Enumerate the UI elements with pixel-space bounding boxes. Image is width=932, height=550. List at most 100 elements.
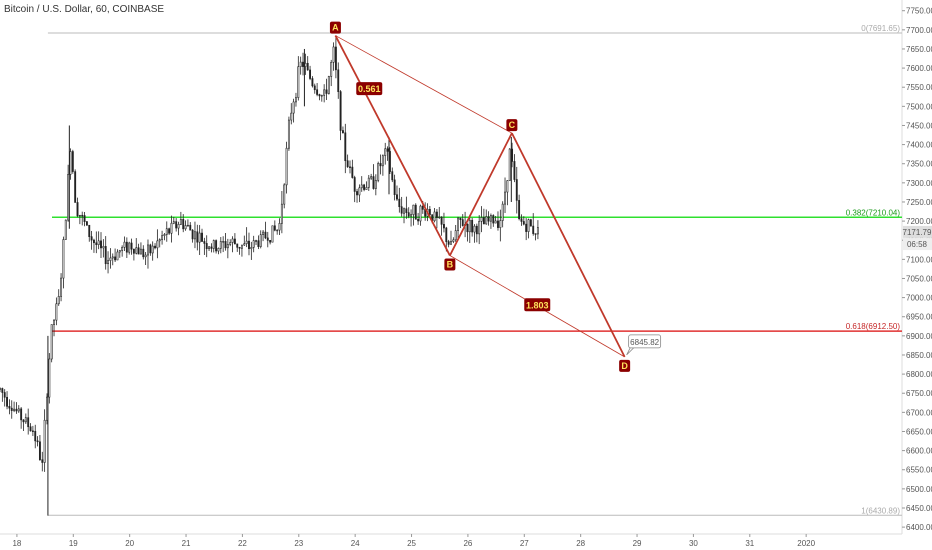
candle-body	[367, 177, 370, 188]
candle-body	[97, 240, 100, 246]
candle-body	[485, 216, 488, 225]
pattern-leg-cd	[511, 132, 626, 358]
candle-body	[457, 217, 459, 231]
candle-body	[1, 388, 4, 393]
ratio-badge	[356, 82, 383, 96]
candle-body	[161, 235, 164, 240]
price-axis-badge	[903, 225, 932, 238]
candle-body	[41, 459, 44, 463]
candle-body	[466, 224, 469, 233]
x-tick-label: 20	[125, 539, 134, 548]
candle-body	[377, 163, 380, 181]
candle-body	[494, 220, 497, 224]
candle-body	[71, 151, 74, 172]
candle-body	[349, 166, 351, 168]
candle-body	[478, 221, 481, 235]
candle-body	[492, 215, 495, 224]
candle-body	[532, 225, 535, 234]
y-tick-label: 7550.00	[906, 83, 932, 92]
candle-body	[203, 241, 206, 244]
pattern-point-label: D	[621, 361, 628, 371]
fib-level-label: 1(6430.89)	[861, 506, 900, 515]
y-tick-label: 7450.00	[906, 121, 932, 130]
candle-body	[259, 234, 262, 247]
candle-body	[151, 245, 154, 254]
candle-body	[508, 148, 511, 181]
candle-body	[269, 240, 272, 243]
candle-body	[428, 208, 431, 215]
target-callout-box	[628, 334, 662, 349]
candle-body	[109, 257, 112, 261]
y-tick-label: 6850.00	[906, 351, 932, 360]
candle-body	[313, 85, 316, 91]
candle-body	[224, 241, 227, 249]
candle-body	[24, 417, 27, 423]
candle-body	[271, 225, 274, 243]
candle-body	[156, 240, 159, 249]
candle-body	[351, 166, 354, 178]
candle-body	[125, 241, 128, 253]
candle-body	[393, 179, 396, 196]
candle-body	[22, 419, 25, 423]
candle-body	[248, 240, 250, 250]
candle-body	[487, 216, 490, 222]
candle-body	[104, 246, 107, 265]
candle-body	[391, 171, 394, 181]
y-tick-label: 6650.00	[906, 427, 932, 436]
x-tick-label: 22	[238, 539, 247, 548]
candle-body	[499, 220, 502, 228]
y-tick-label: 6600.00	[906, 447, 932, 456]
candle-body	[419, 205, 422, 222]
chart-title: Bitcoin / U.S. Dollar, 60, COINBASE	[4, 4, 165, 15]
candle-body	[306, 62, 309, 71]
y-tick-label: 7050.00	[906, 274, 932, 283]
candle-body	[29, 426, 32, 432]
candle-body	[443, 224, 445, 229]
candle-body	[154, 245, 156, 249]
pattern-point-badge	[619, 359, 631, 372]
y-tick-label: 7350.00	[906, 160, 932, 169]
candle-body	[17, 408, 20, 412]
candle-body	[400, 206, 403, 214]
candle-body	[147, 244, 149, 256]
candle-body	[396, 194, 398, 200]
x-tick-label: 21	[182, 539, 191, 548]
candle-body	[13, 408, 16, 411]
candle-body	[165, 228, 168, 235]
candle-body	[8, 406, 11, 409]
candle-body	[186, 224, 189, 227]
pattern-point-label: B	[447, 260, 454, 270]
candle-body	[243, 243, 246, 246]
candle-body	[257, 240, 260, 247]
candle-body	[342, 130, 344, 134]
candle-body	[473, 225, 476, 233]
candle-body	[379, 163, 382, 167]
candle-body	[0, 388, 1, 390]
candle-body	[332, 46, 335, 63]
y-tick-label: 7600.00	[906, 64, 932, 73]
candle-body	[266, 237, 269, 241]
candle-body	[292, 101, 295, 114]
candle-body	[196, 231, 199, 243]
pattern-ratio-ac	[335, 35, 513, 134]
candle-body	[182, 219, 185, 230]
candle-body	[57, 296, 60, 305]
candle-body	[468, 219, 471, 233]
candle-body	[297, 66, 300, 98]
candle-body	[501, 203, 504, 221]
candle-body	[238, 247, 241, 249]
y-tick-label: 6800.00	[906, 370, 932, 379]
candle-body	[513, 161, 516, 180]
y-tick-label: 7250.00	[906, 198, 932, 207]
candle-body	[208, 246, 211, 250]
candle-body	[398, 198, 401, 208]
candle-body	[170, 222, 173, 234]
candle-body	[210, 246, 213, 249]
candle-body	[365, 187, 368, 190]
candle-body	[116, 251, 119, 261]
y-tick-label: 6750.00	[906, 389, 932, 398]
fib-level-label: 0.382(7210.04)	[846, 208, 901, 217]
y-tick-label: 6700.00	[906, 408, 932, 417]
candle-body	[226, 244, 229, 249]
candle-body	[123, 241, 126, 248]
